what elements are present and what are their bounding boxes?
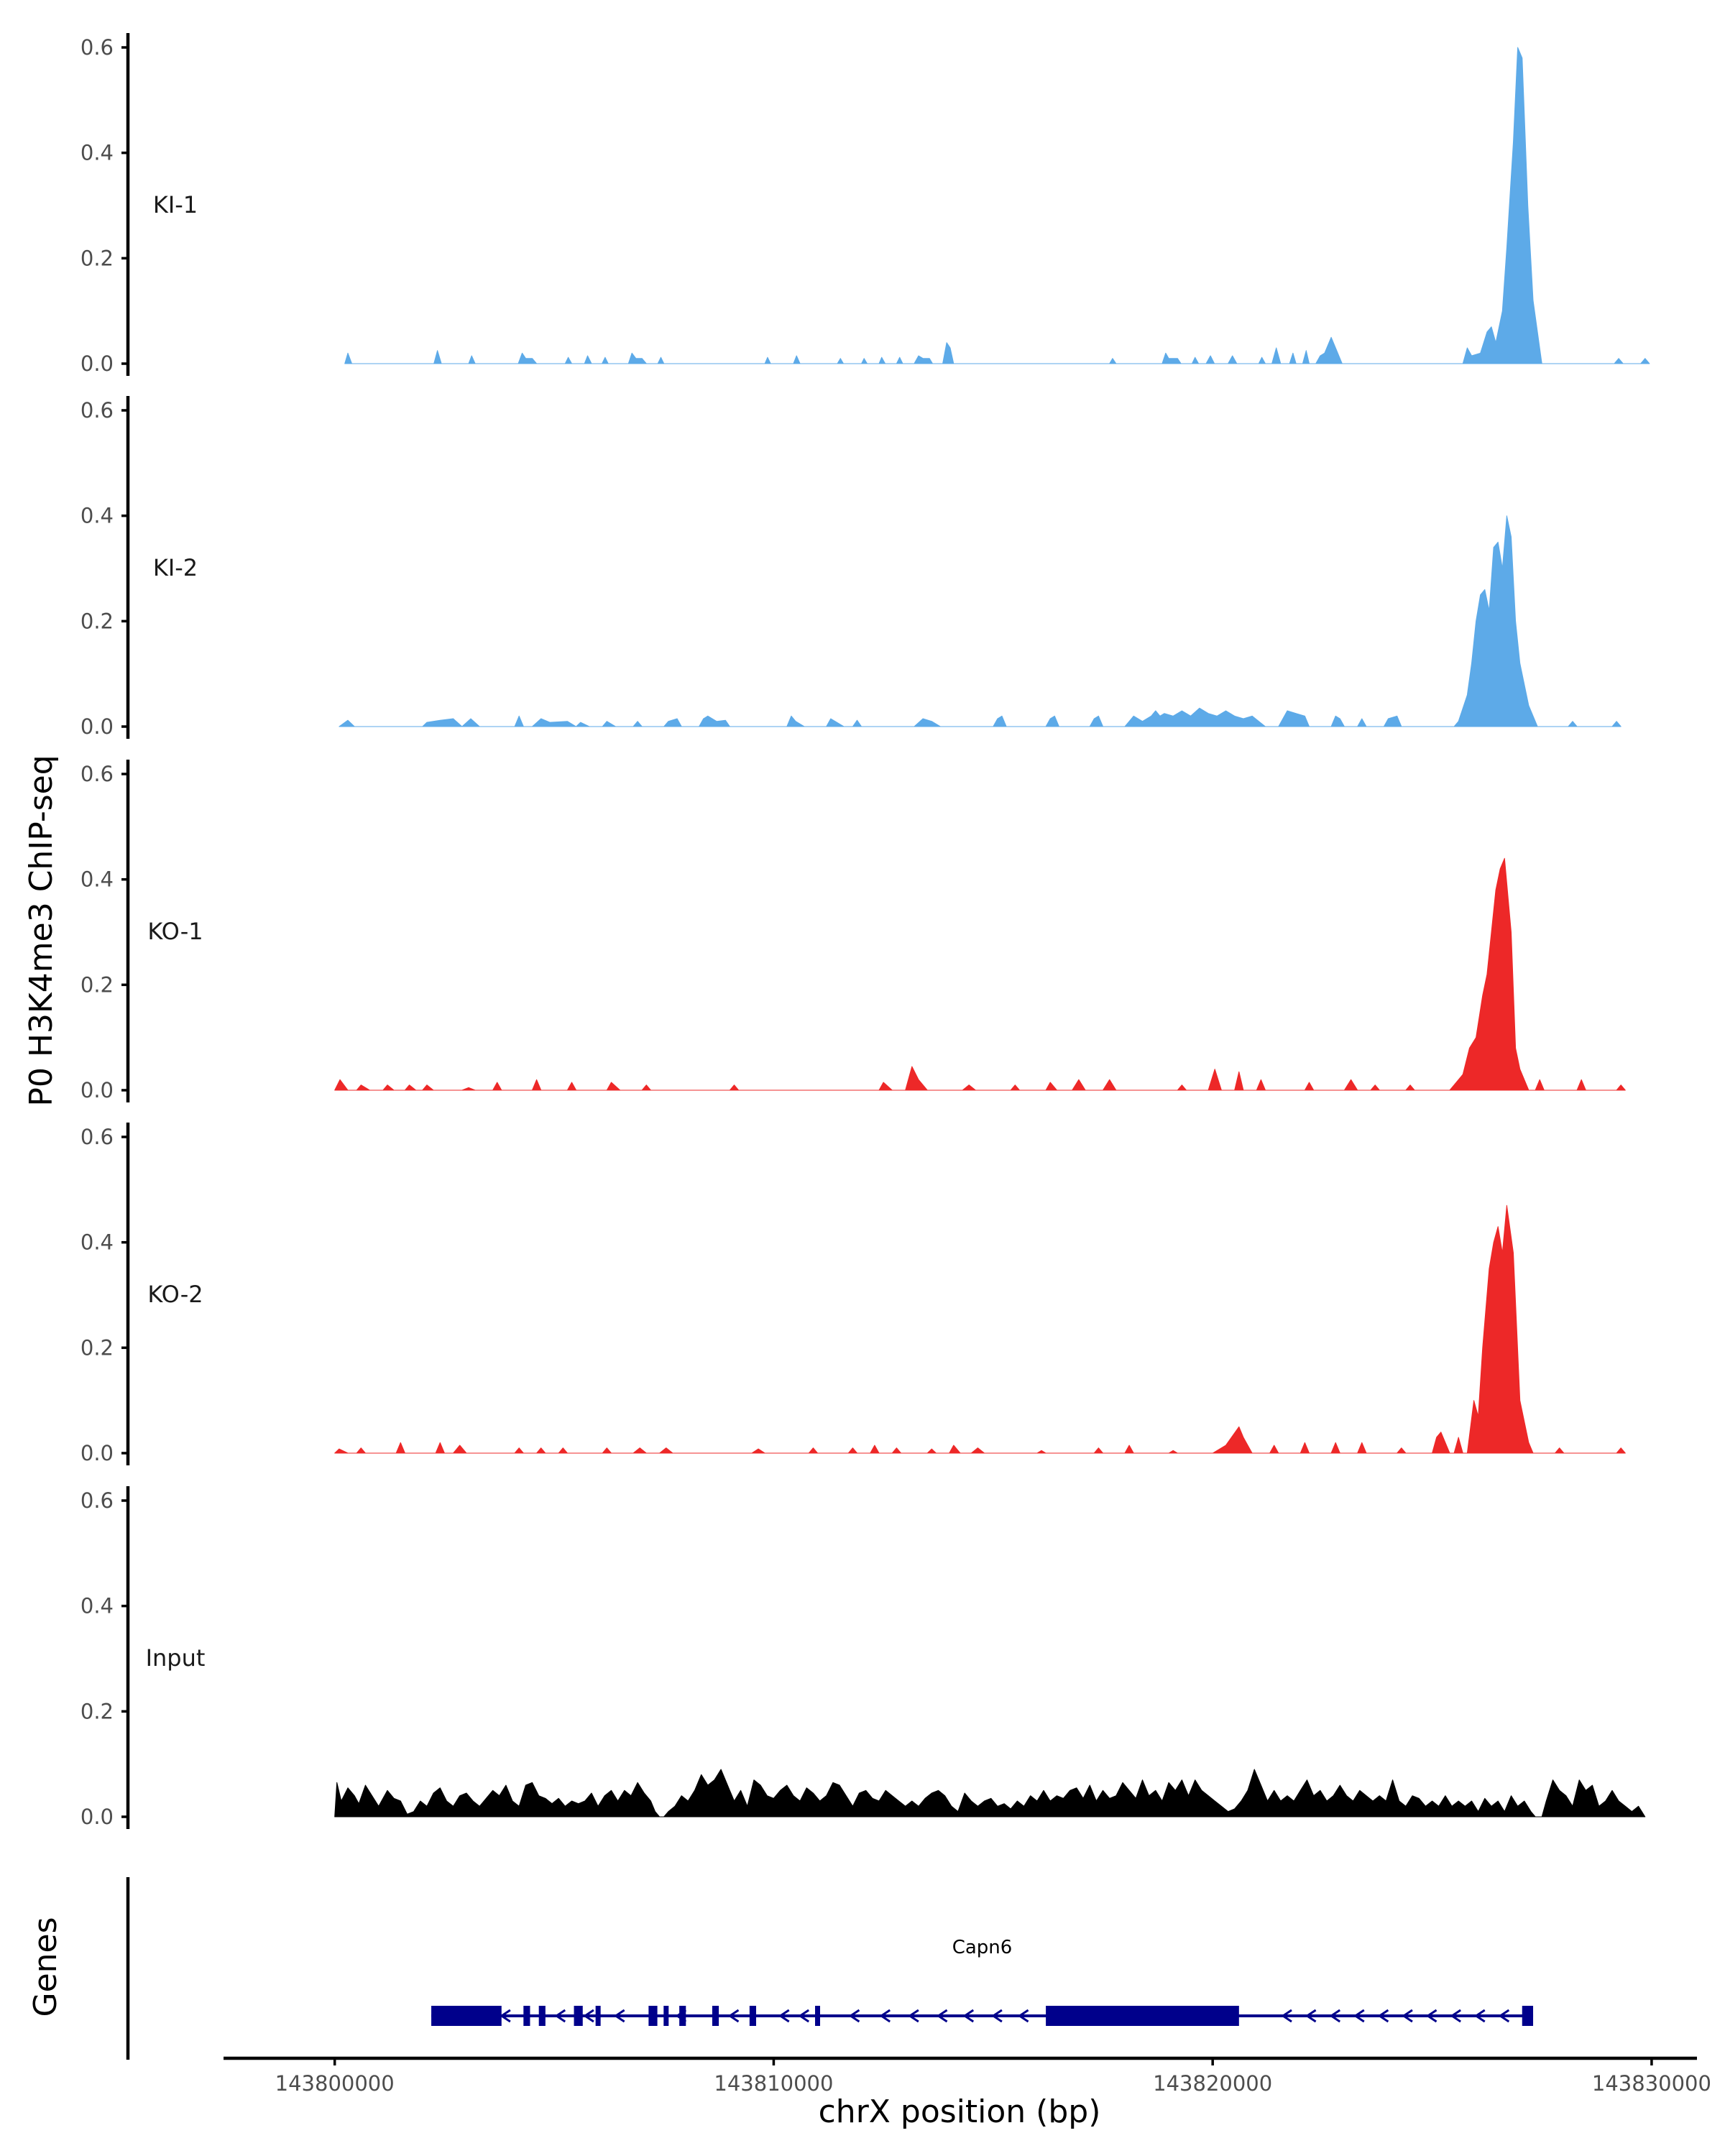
strand-arrow-mark xyxy=(962,2009,975,2023)
strand-arrow-mark xyxy=(1305,2009,1317,2023)
y-tick-label: 0.2 xyxy=(80,1699,114,1723)
y-tick-label: 0.2 xyxy=(80,246,114,270)
y-tick-label: 0.4 xyxy=(80,1230,114,1255)
exon-block xyxy=(595,2006,601,2026)
y-tick-label: 0.4 xyxy=(80,1594,114,1618)
y-tick-label: 0.0 xyxy=(80,714,114,739)
strand-arrow-mark xyxy=(1425,2009,1438,2023)
strand-arrow-mark xyxy=(1498,2009,1510,2023)
signal-area-ki-2 xyxy=(339,515,1622,727)
genes-track-title: Genes xyxy=(27,1917,64,2017)
y-axis-title: P0 H3K4me3 ChIP-seq xyxy=(23,755,60,1106)
strand-arrow-mark xyxy=(613,2009,625,2023)
strand-arrow-mark xyxy=(778,2009,790,2023)
exon-block xyxy=(679,2006,686,2026)
strand-arrow-mark xyxy=(1377,2009,1389,2023)
strand-arrow-mark xyxy=(583,2009,594,2023)
strand-arrow-mark xyxy=(848,2009,860,2023)
x-tick-label: 143820000 xyxy=(1153,2071,1272,2096)
signal-area-ko-1 xyxy=(334,857,1626,1091)
strand-arrow-mark xyxy=(798,2009,810,2023)
strand-arrow-mark xyxy=(1353,2009,1365,2023)
y-tick-label: 0.6 xyxy=(80,35,114,60)
strand-arrow-mark xyxy=(908,2009,919,2023)
y-tick-label: 0.6 xyxy=(80,762,114,786)
exon-block xyxy=(538,2006,546,2026)
track-ki-1: 0.0 0.2 0.4 0.6 KI-1 xyxy=(80,33,1650,376)
strand-arrow-mark xyxy=(991,2009,1003,2023)
exon-block xyxy=(648,2006,658,2026)
exon-block xyxy=(712,2006,719,2026)
exon-block xyxy=(1522,2006,1534,2026)
gene-name-label: Capn6 xyxy=(952,1937,1013,1958)
y-tick-label: 0.0 xyxy=(80,1078,114,1102)
strand-arrow-mark xyxy=(727,2009,740,2023)
signal-area-input xyxy=(334,1769,1646,1818)
strand-arrow-mark xyxy=(554,2009,566,2023)
y-tick-label: 0.6 xyxy=(80,1125,114,1149)
y-tick-label: 0.6 xyxy=(80,1488,114,1513)
strand-arrow-mark xyxy=(936,2009,948,2023)
exon-block xyxy=(431,2006,502,2026)
signal-area-ko-2 xyxy=(334,1204,1626,1454)
y-tick-label: 0.0 xyxy=(80,1805,114,1829)
strand-arrow-mark xyxy=(1017,2009,1029,2023)
strand-arrow-mark xyxy=(1329,2009,1341,2023)
y-tick-label: 0.2 xyxy=(80,972,114,997)
signal-tracks: 0.00.20.40.6KI-10.00.20.40.6KI-20.00.20.… xyxy=(80,33,1650,1829)
exon-block xyxy=(749,2006,757,2026)
y-tick-label: 0.4 xyxy=(80,504,114,528)
x-axis: 143800000 143810000 143820000 143830000 xyxy=(224,2056,1711,2096)
track-ki-2: 0.0 0.2 0.4 0.6 KI-2 xyxy=(80,396,1622,739)
y-tick-label: 0.0 xyxy=(80,351,114,376)
y-tick-label: 0.2 xyxy=(80,609,114,633)
track-label: KO-1 xyxy=(147,918,203,945)
strand-arrow-mark xyxy=(1402,2009,1413,2023)
strand-arrow-mark xyxy=(500,2009,511,2023)
y-tick-label: 0.4 xyxy=(80,867,114,892)
strand-arrow-mark xyxy=(879,2009,891,2023)
strand-arrow-mark xyxy=(1474,2009,1486,2023)
strand-arrow-mark xyxy=(1450,2009,1461,2023)
genes-track: Genes Capn6 xyxy=(27,1877,1534,2060)
track-input: 0.0 0.2 0.4 0.6 Input xyxy=(80,1486,1646,1829)
x-tick-label: 143800000 xyxy=(275,2071,395,2096)
y-tick-label: 0.4 xyxy=(80,141,114,165)
exon-block xyxy=(1046,2006,1239,2026)
x-tick-label: 143830000 xyxy=(1592,2071,1711,2096)
track-ko-1: 0.0 0.2 0.4 0.6 KO-1 xyxy=(80,760,1626,1102)
exon-block xyxy=(574,2006,583,2026)
y-tick-label: 0.6 xyxy=(80,398,114,423)
x-tick-label: 143810000 xyxy=(714,2071,833,2096)
track-label: KI-1 xyxy=(153,191,198,218)
strand-arrow-mark xyxy=(1281,2009,1292,2023)
track-label: KO-2 xyxy=(147,1281,203,1308)
track-label: KI-2 xyxy=(153,554,198,581)
track-label: Input xyxy=(146,1644,206,1672)
y-tick-label: 0.0 xyxy=(80,1441,114,1465)
signal-area-ki-1 xyxy=(344,47,1650,364)
exon-block xyxy=(815,2006,821,2026)
exon-block xyxy=(523,2006,530,2026)
track-ko-2: 0.0 0.2 0.4 0.6 KO-2 xyxy=(80,1123,1626,1465)
exon-block xyxy=(663,2006,669,2026)
x-axis-title: chrX position (bp) xyxy=(819,2093,1101,2130)
y-tick-label: 0.2 xyxy=(80,1335,114,1360)
